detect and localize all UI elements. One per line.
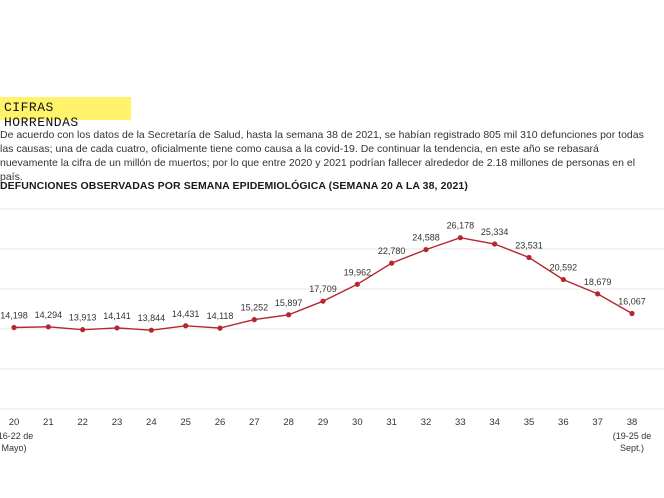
- x-tick-label: 31: [386, 417, 397, 428]
- section-tag: CIFRAS HORRENDAS: [0, 97, 131, 130]
- x-tick-label: 38: [627, 417, 638, 428]
- x-tick-label: 26: [215, 417, 226, 428]
- data-point: [423, 246, 429, 253]
- data-label: 26,178: [447, 221, 475, 231]
- data-label: 14,431: [172, 309, 200, 319]
- data-label: 14,141: [103, 311, 131, 321]
- data-point: [492, 241, 498, 247]
- x-tick-label: 20: [9, 417, 20, 428]
- x-tick-label: 32: [421, 417, 432, 428]
- x-tick-label: 29: [318, 417, 329, 428]
- data-point: [217, 325, 223, 331]
- data-label: 18,679: [584, 277, 612, 287]
- data-point: [45, 324, 51, 330]
- data-point: [80, 327, 86, 333]
- data-label: 14,198: [0, 311, 28, 321]
- data-point: [11, 324, 17, 331]
- x-tick-label: 22: [77, 417, 88, 428]
- data-point: [320, 298, 326, 304]
- data-label: 14,294: [35, 310, 63, 320]
- data-point: [389, 260, 395, 266]
- data-point: [354, 281, 360, 287]
- data-label: 17,709: [309, 284, 337, 294]
- x-tick-sublabel: (16-22 de: [0, 431, 33, 441]
- data-label: 14,118: [207, 311, 234, 321]
- x-tick-label: 25: [180, 417, 191, 428]
- x-tick-label: 27: [249, 417, 260, 428]
- x-tick-label: 37: [592, 417, 603, 428]
- x-tick-label: 35: [524, 417, 535, 428]
- data-label: 15,252: [241, 303, 269, 313]
- intro-paragraph: De acuerdo con los datos de la Secretarí…: [0, 129, 644, 183]
- data-label: 22,780: [378, 246, 406, 256]
- data-label: 15,897: [275, 298, 303, 308]
- data-label: 19,962: [344, 267, 372, 277]
- data-point: [183, 323, 189, 329]
- x-tick-label: 30: [352, 417, 363, 428]
- chart-title: DEFUNCIONES OBSERVADAS POR SEMANA EPIDEM…: [0, 180, 468, 192]
- x-tick-label: 34: [489, 417, 500, 428]
- data-point: [251, 317, 257, 323]
- data-label: 13,844: [138, 313, 166, 323]
- data-label: 24,588: [412, 233, 440, 243]
- x-tick-sublabel: Mayo): [1, 443, 26, 453]
- x-tick-sublabel: (19-25 de: [613, 431, 652, 441]
- data-point: [629, 310, 635, 317]
- x-tick-label: 33: [455, 417, 466, 428]
- data-label: 20,592: [550, 263, 578, 273]
- x-tick-label: 36: [558, 417, 569, 428]
- data-label: 13,913: [69, 313, 97, 323]
- data-label: 16,067: [618, 296, 646, 306]
- data-point: [526, 254, 532, 261]
- x-tick-label: 24: [146, 417, 157, 428]
- data-point: [148, 327, 154, 333]
- data-point: [457, 235, 463, 241]
- data-point: [114, 325, 120, 331]
- data-label: 23,531: [515, 241, 543, 251]
- x-tick-sublabel: Sept.): [620, 443, 644, 453]
- x-tick-label: 21: [43, 417, 54, 428]
- x-tick-label: 23: [112, 417, 123, 428]
- x-tick-label: 28: [283, 417, 294, 428]
- data-label: 25,334: [481, 227, 509, 237]
- data-point: [286, 312, 292, 318]
- data-point: [560, 276, 566, 283]
- data-point: [595, 291, 601, 297]
